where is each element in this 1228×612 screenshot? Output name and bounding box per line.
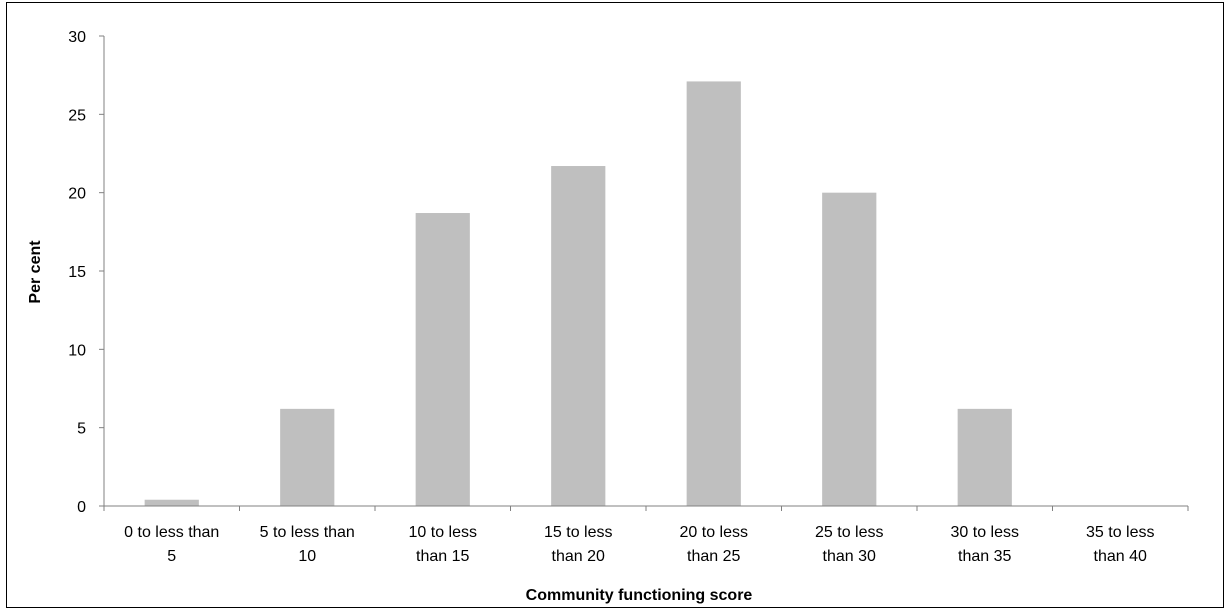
bar-3 <box>551 166 606 506</box>
x-tick-label-4: 20 to less than 25 <box>680 524 748 565</box>
x-tick-labels: 0 to less than 5 5 to less than 10 10 to les… <box>124 524 1154 565</box>
x-axis-title: Community functioning score <box>526 587 753 604</box>
y-tick-labels: 0 5 10 15 20 25 30 <box>68 29 86 516</box>
bar-4 <box>686 81 741 507</box>
x-tick-label-0: 0 to less than 5 <box>124 524 219 565</box>
bar-6 <box>957 408 1012 506</box>
bar-2 <box>415 213 470 506</box>
y-tick-label: 15 <box>68 264 86 281</box>
y-tick-label: 5 <box>77 421 86 438</box>
bar-0 <box>144 499 199 506</box>
y-tick-label: 10 <box>68 342 86 359</box>
x-tick-label-2: 10 to less than 15 <box>409 524 477 565</box>
x-tick-label-3: 15 to less than 20 <box>544 524 612 565</box>
y-tick-label: 20 <box>68 186 86 203</box>
chart-frame <box>6 2 1224 608</box>
y-tick-label: 0 <box>77 499 86 516</box>
y-tick-label: 25 <box>68 107 86 124</box>
y-axis-title: Per cent <box>27 240 44 304</box>
y-tick-label: 30 <box>68 29 86 46</box>
bars <box>144 81 1012 507</box>
x-tick-label-6: 30 to less than 35 <box>951 524 1019 565</box>
x-tick-label-5: 25 to less than 30 <box>815 524 883 565</box>
x-tick-label-1: 5 to less than 10 <box>260 524 355 565</box>
bar-1 <box>280 408 335 506</box>
bar-5 <box>822 192 877 507</box>
axes <box>99 35 1189 511</box>
x-tick-label-7: 35 to less than 40 <box>1086 524 1154 565</box>
